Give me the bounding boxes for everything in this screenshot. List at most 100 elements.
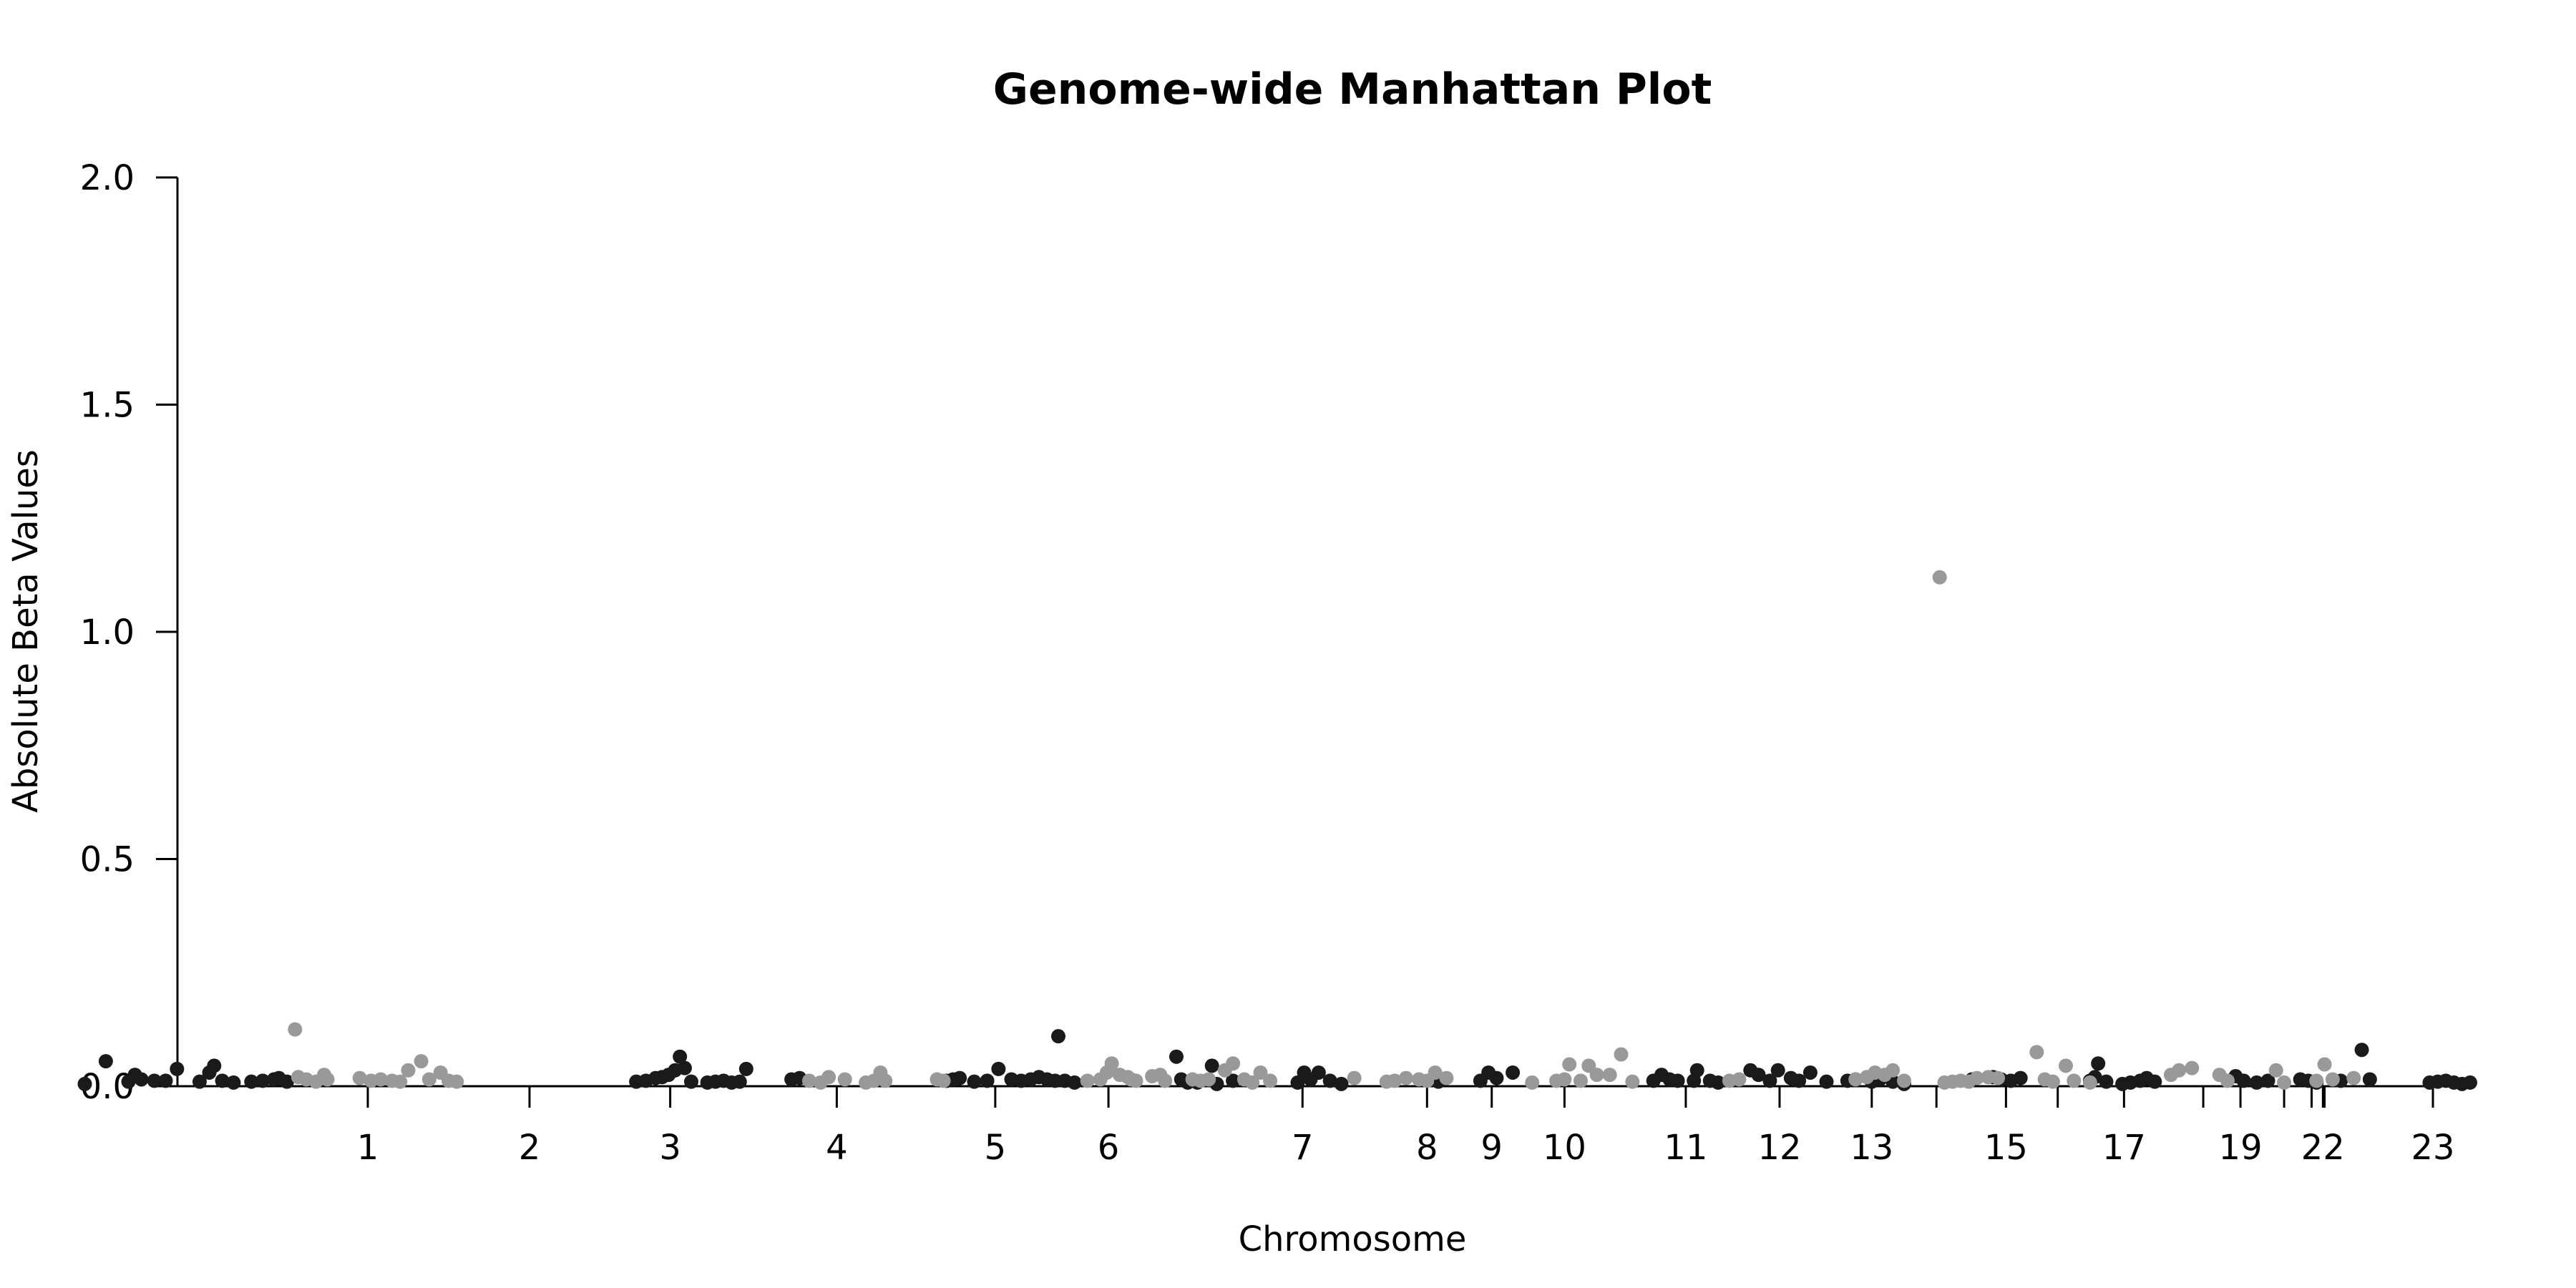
y-tick-label: 2.0	[80, 158, 135, 198]
data-point	[421, 1072, 436, 1087]
data-point	[1732, 1072, 1747, 1087]
x-tick-label: 2	[519, 1128, 541, 1168]
data-point	[1792, 1073, 1807, 1088]
data-point	[2277, 1075, 2292, 1090]
data-point	[1991, 1070, 2006, 1085]
data-point	[952, 1070, 967, 1085]
data-point	[1711, 1075, 1726, 1090]
data-point	[2029, 1045, 2044, 1060]
data-point	[2249, 1075, 2264, 1090]
y-tick-label: 1.0	[80, 613, 135, 653]
data-point	[684, 1074, 698, 1089]
data-point	[1263, 1073, 1278, 1088]
x-tick-label: 6	[1098, 1128, 1120, 1168]
data-point	[401, 1063, 416, 1078]
data-point	[2325, 1072, 2340, 1087]
data-point	[1802, 1065, 1818, 1080]
data-point	[244, 1074, 259, 1089]
data-point	[192, 1074, 207, 1089]
data-point	[1051, 1029, 1066, 1044]
data-point	[2059, 1058, 2073, 1073]
data-point	[1204, 1058, 1219, 1073]
x-tick-label: 23	[2411, 1128, 2454, 1168]
data-point	[414, 1054, 429, 1069]
data-point	[1762, 1073, 1777, 1088]
data-point	[1347, 1070, 1362, 1085]
x-tick-label: 9	[1480, 1128, 1503, 1168]
data-point	[374, 1072, 389, 1087]
data-point	[1428, 1065, 1443, 1080]
x-tick-label: 17	[2102, 1128, 2146, 1168]
x-tick-label: 4	[826, 1128, 848, 1168]
data-point	[677, 1060, 692, 1075]
data-point	[2309, 1073, 2324, 1088]
data-point	[801, 1073, 816, 1088]
data-point	[837, 1072, 852, 1087]
data-point	[1334, 1076, 1349, 1091]
data-point	[2082, 1075, 2097, 1090]
data-point	[320, 1072, 335, 1087]
data-point	[352, 1070, 367, 1085]
data-point	[1398, 1070, 1413, 1085]
data-point	[1489, 1070, 1504, 1085]
data-point	[1625, 1074, 1640, 1089]
x-axis-title: Chromosome	[1239, 1219, 1467, 1259]
data-point	[1506, 1065, 1521, 1080]
data-point	[215, 1073, 230, 1088]
x-tick-label: 3	[659, 1128, 681, 1168]
data-point	[280, 1074, 294, 1089]
data-point	[147, 1073, 162, 1088]
data-point	[1067, 1075, 1082, 1090]
data-point	[673, 1049, 688, 1064]
data-point	[2463, 1075, 2477, 1090]
data-point	[1932, 570, 1947, 585]
data-point	[1885, 1063, 1901, 1078]
data-point	[1848, 1072, 1863, 1087]
data-point	[134, 1072, 149, 1087]
data-point	[2099, 1074, 2114, 1089]
data-point	[1574, 1073, 1588, 1088]
data-point	[2172, 1063, 2187, 1078]
data-point	[936, 1073, 951, 1088]
data-point	[2268, 1063, 2283, 1078]
data-point	[1322, 1073, 1337, 1088]
data-point	[226, 1075, 241, 1090]
data-point	[1751, 1068, 1766, 1083]
data-point	[1897, 1073, 1911, 1088]
x-tick-label: 13	[1850, 1128, 1893, 1168]
data-point	[1525, 1075, 1540, 1090]
x-tick-label: 1	[357, 1128, 379, 1168]
data-point	[738, 1061, 753, 1076]
data-point	[967, 1074, 982, 1089]
data-point	[255, 1073, 270, 1088]
data-point	[449, 1074, 464, 1089]
data-point	[1670, 1073, 1685, 1088]
x-tick-label: 7	[1292, 1128, 1314, 1168]
data-point	[1169, 1049, 1184, 1064]
data-point	[2362, 1072, 2377, 1087]
data-point	[1158, 1073, 1173, 1088]
data-point	[1128, 1073, 1143, 1088]
data-point	[2147, 1074, 2162, 1089]
x-tick-label: 12	[1757, 1128, 1801, 1168]
data-point	[170, 1061, 185, 1076]
data-point	[98, 1054, 113, 1069]
data-point	[1387, 1073, 1402, 1088]
data-point	[2185, 1060, 2200, 1075]
y-axis: 0.00.51.01.52.0	[80, 158, 179, 1107]
data-point	[2346, 1070, 2361, 1085]
x-tick-label: 15	[1984, 1128, 2028, 1168]
data-point	[1689, 1063, 1704, 1078]
data-point	[1245, 1075, 1260, 1090]
data-point	[207, 1058, 222, 1073]
data-point	[1819, 1074, 1834, 1089]
data-point	[2067, 1073, 2082, 1088]
data-point	[1226, 1056, 1241, 1071]
data-point	[1253, 1065, 1268, 1080]
y-tick-label: 0.5	[80, 840, 135, 880]
data-point	[158, 1073, 173, 1088]
x-tick-label: 19	[2219, 1128, 2263, 1168]
data-point	[980, 1073, 995, 1088]
